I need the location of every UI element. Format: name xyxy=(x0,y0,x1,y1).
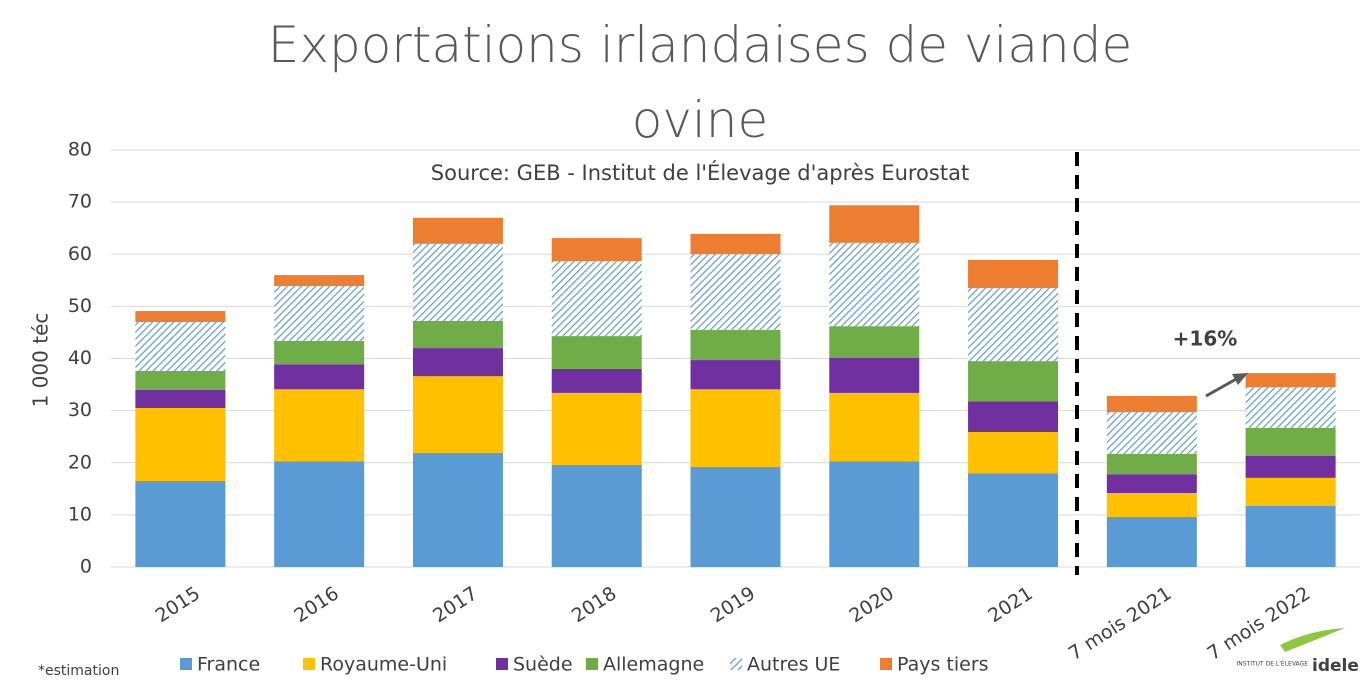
x-tick-label: 2016 xyxy=(290,582,343,627)
bar-segment xyxy=(1245,387,1336,428)
x-tick-label: 7 mois 2021 xyxy=(1065,582,1176,665)
bar-segment xyxy=(968,401,1059,432)
bar-segment xyxy=(1106,516,1197,567)
bar-segment xyxy=(690,254,781,330)
bar-segment xyxy=(1106,492,1197,517)
bar-segment xyxy=(274,389,365,462)
bar-segment xyxy=(412,376,503,453)
logo-small: INSTITUT DE L'ÉLEVAGE xyxy=(1236,660,1308,668)
legend-label: Suède xyxy=(513,654,573,676)
bar-segment xyxy=(412,348,503,377)
bar-segment xyxy=(135,389,226,409)
bar-segment xyxy=(274,275,365,287)
bar-segment xyxy=(829,357,920,393)
bar-segment xyxy=(829,242,920,327)
bar-segment xyxy=(1245,427,1336,456)
x-tick-label: 2019 xyxy=(707,582,760,627)
bar-segment xyxy=(274,461,365,567)
arrow xyxy=(1205,376,1239,398)
legend-label: Royaume-Uni xyxy=(320,654,447,676)
x-tick-label: 2020 xyxy=(845,582,898,627)
bar-segment xyxy=(135,480,226,567)
bar-segment xyxy=(1245,477,1336,507)
bar-segment xyxy=(274,286,365,341)
x-tick-label: 2018 xyxy=(568,582,621,627)
bar-segment xyxy=(968,361,1059,402)
bar-segment xyxy=(551,464,642,567)
bar-segment xyxy=(135,371,226,390)
bar-segment xyxy=(551,368,642,393)
y-tick-label: 70 xyxy=(68,191,92,213)
bar-segment xyxy=(135,311,226,323)
bar-segment xyxy=(412,243,503,321)
bar-segment xyxy=(412,217,503,244)
bar-segment xyxy=(829,205,920,243)
y-tick-label: 60 xyxy=(68,243,92,265)
legend-label: Autres UE xyxy=(747,654,840,676)
legend-swatch xyxy=(303,658,315,670)
y-tick-label: 80 xyxy=(68,139,92,161)
bar-segment xyxy=(135,322,226,372)
bar-segment xyxy=(1245,506,1336,567)
bar-segment xyxy=(1245,373,1336,388)
y-tick-label: 10 xyxy=(68,503,92,525)
legend-swatch xyxy=(880,658,892,670)
bar-segment xyxy=(412,320,503,349)
legend-label: France xyxy=(197,654,260,676)
legend-swatch xyxy=(586,658,598,670)
legend-swatch xyxy=(496,658,508,670)
legend-swatch xyxy=(180,658,192,670)
bar-segment xyxy=(412,452,503,567)
bar-segment xyxy=(690,360,781,390)
bar-segment xyxy=(551,336,642,369)
bar-segment xyxy=(690,329,781,361)
legend-label: Pays tiers xyxy=(897,654,989,676)
y-tick-label: 30 xyxy=(68,399,92,421)
arrow-head xyxy=(1232,373,1248,385)
y-tick-label: 50 xyxy=(68,295,92,317)
logo: INSTITUT DE L'ÉLEVAGE idele xyxy=(1236,628,1359,676)
bar-segment xyxy=(1245,455,1336,478)
x-tick-label: 7 mois 2022 xyxy=(1204,582,1315,665)
bar-segment xyxy=(690,389,781,467)
bar-segment xyxy=(1106,474,1197,493)
bar-segment xyxy=(968,259,1059,289)
x-tick-label: 2017 xyxy=(429,582,482,627)
bar-segment xyxy=(690,233,781,255)
y-axis-label: 1 000 téc xyxy=(29,313,53,408)
bar-segment xyxy=(551,238,642,262)
bar-segment xyxy=(829,461,920,567)
bar-segment xyxy=(968,473,1059,567)
bar-segment xyxy=(968,431,1059,474)
y-tick-label: 40 xyxy=(68,347,92,369)
bars xyxy=(135,205,1336,567)
bar-segment xyxy=(274,364,365,390)
bar-segment xyxy=(968,288,1059,362)
bar-segment xyxy=(1106,412,1197,454)
y-tick-label: 0 xyxy=(80,556,92,578)
x-tick-label: 2015 xyxy=(152,582,205,627)
bar-segment xyxy=(551,261,642,337)
bar-segment xyxy=(135,408,226,481)
annotation: +16% xyxy=(1173,327,1238,351)
legend: France Royaume-Uni Suède Allemagne Autres UE… xyxy=(180,654,989,676)
bar-segment xyxy=(1106,453,1197,475)
x-tick-label: 2021 xyxy=(984,582,1037,627)
bar-segment xyxy=(829,326,920,358)
legend-swatch xyxy=(730,658,742,670)
bar-segment xyxy=(1106,396,1197,413)
bar-segment xyxy=(274,340,365,365)
subtitle: Source: GEB - Institut de l'Élevage d'ap… xyxy=(431,160,969,185)
y-tick-label: 20 xyxy=(68,451,92,473)
note: *estimation xyxy=(38,663,119,679)
logo-name: idele xyxy=(1312,656,1359,676)
bar-segment xyxy=(551,392,642,465)
bar-segment xyxy=(829,392,920,462)
legend-label: Allemagne xyxy=(603,654,704,676)
chart-title: Exportations irlandaises de viande ovine xyxy=(267,16,1133,149)
bar-segment xyxy=(690,466,781,567)
